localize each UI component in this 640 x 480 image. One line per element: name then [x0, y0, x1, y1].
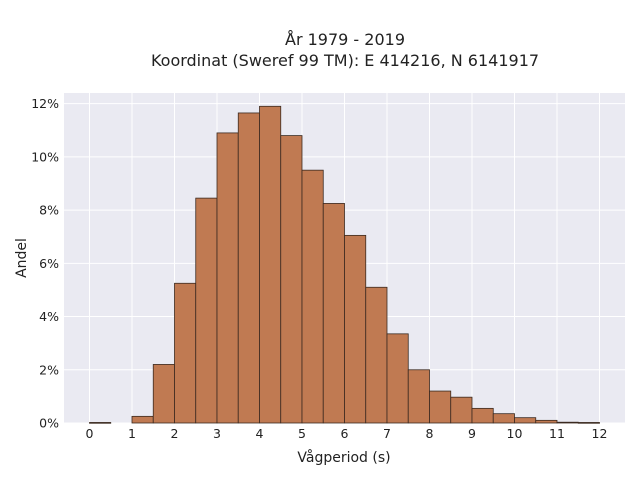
x-tick-label: 1	[128, 426, 136, 441]
x-tick-label: 8	[426, 426, 434, 441]
y-tick-label: 8%	[39, 203, 59, 218]
histogram-bar	[131, 415, 154, 424]
y-tick-labels: 0% 2% 4% 6% 8% 10% 12%	[31, 96, 59, 430]
histogram-bar	[195, 197, 218, 424]
bars-group	[89, 105, 600, 424]
x-tick-label: 12	[592, 426, 608, 441]
histogram-bar	[259, 105, 282, 424]
histogram-bar	[301, 169, 324, 424]
histogram-bar	[280, 135, 303, 424]
histogram-bar	[514, 417, 537, 424]
x-axis-label: Vågperiod (s)	[297, 449, 390, 466]
x-tick-label: 0	[86, 426, 94, 441]
histogram-bar	[577, 422, 600, 424]
histogram-bar	[429, 390, 452, 424]
chart-title-line-1: År 1979 - 2019	[285, 30, 405, 49]
histogram-bar	[174, 282, 197, 424]
y-axis-label: Andel	[14, 238, 30, 278]
y-tick-label: 10%	[31, 149, 59, 164]
histogram-bar	[237, 112, 260, 424]
histogram-bar	[407, 369, 430, 424]
x-tick-label: 11	[549, 426, 565, 441]
y-tick-label: 6%	[39, 256, 59, 271]
x-tick-label: 7	[383, 426, 391, 441]
x-tick-labels: 0 1 2 3 4 5 6 7 8 9 10 11 12	[86, 426, 608, 441]
x-tick-label: 2	[171, 426, 179, 441]
histogram-bar	[471, 407, 494, 424]
x-tick-label: 5	[298, 426, 306, 441]
histogram-bar	[344, 234, 367, 424]
y-tick-label: 12%	[31, 96, 59, 111]
x-tick-label: 4	[256, 426, 264, 441]
histogram-bar	[492, 413, 515, 424]
histogram-bar	[152, 364, 175, 424]
y-tick-label: 4%	[39, 309, 59, 324]
histogram-bar	[216, 132, 239, 424]
chart-title-line-2: Koordinat (Sweref 99 TM): E 414216, N 61…	[151, 51, 539, 70]
y-tick-label: 0%	[39, 416, 59, 431]
x-tick-label: 9	[468, 426, 476, 441]
histogram-bar	[556, 421, 579, 424]
histogram-bar	[386, 333, 409, 424]
x-tick-label: 6	[341, 426, 349, 441]
histogram-bar	[365, 286, 388, 424]
x-tick-label: 3	[213, 426, 221, 441]
histogram-bar	[89, 422, 112, 424]
histogram-bar	[535, 419, 558, 424]
histogram-bar	[322, 203, 345, 424]
histogram-bar	[450, 396, 473, 424]
x-tick-label: 10	[507, 426, 523, 441]
y-tick-label: 2%	[39, 362, 59, 377]
